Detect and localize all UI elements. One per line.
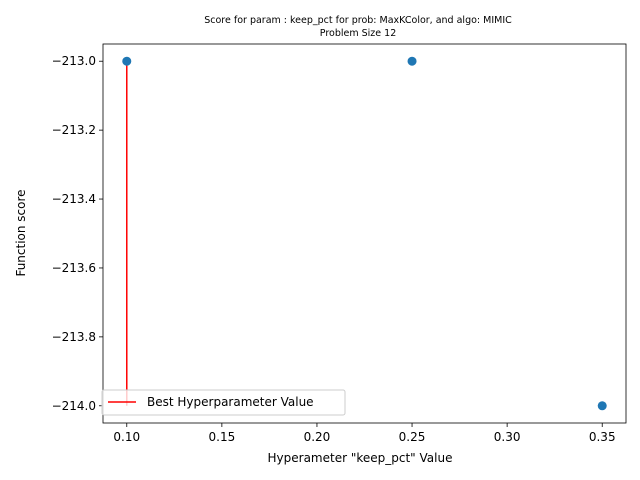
legend: Best Hyperparameter Value bbox=[101, 389, 346, 416]
y-tick-label: −213.6 bbox=[52, 261, 96, 275]
plot-frame bbox=[102, 43, 627, 424]
plot-area bbox=[122, 56, 607, 411]
y-tick-label: −213.8 bbox=[52, 330, 96, 344]
x-tick-label: 0.15 bbox=[209, 430, 236, 444]
chart-title: Score for param : keep_pct for prob: Max… bbox=[204, 15, 512, 39]
y-tick-label: −213.0 bbox=[52, 54, 96, 68]
x-tick-label: 0.25 bbox=[399, 430, 426, 444]
x-axis: 0.10 0.15 0.20 0.25 0.30 0.35 bbox=[113, 423, 616, 444]
y-tick-label: −213.2 bbox=[52, 123, 96, 137]
chart-subtitle-text: Problem Size 12 bbox=[320, 28, 396, 39]
y-tick-label: −213.4 bbox=[52, 192, 96, 206]
legend-box bbox=[101, 389, 346, 416]
chart-title-text: Score for param : keep_pct for prob: Max… bbox=[204, 15, 512, 26]
x-tick-label: 0.35 bbox=[589, 430, 616, 444]
data-point bbox=[122, 56, 132, 66]
y-axis: −213.0 −213.2 −213.4 −213.6 −213.8 −214.0 bbox=[52, 54, 103, 413]
y-tick-label: −214.0 bbox=[52, 399, 96, 413]
x-tick-label: 0.30 bbox=[494, 430, 521, 444]
x-tick-label: 0.20 bbox=[304, 430, 331, 444]
data-point bbox=[597, 401, 607, 411]
x-axis-label: Hyperameter "keep_pct" Value bbox=[268, 451, 453, 465]
y-axis-label: Function score bbox=[14, 189, 28, 276]
legend-label: Best Hyperparameter Value bbox=[147, 395, 314, 409]
x-tick-label: 0.10 bbox=[113, 430, 140, 444]
data-point bbox=[407, 56, 417, 66]
